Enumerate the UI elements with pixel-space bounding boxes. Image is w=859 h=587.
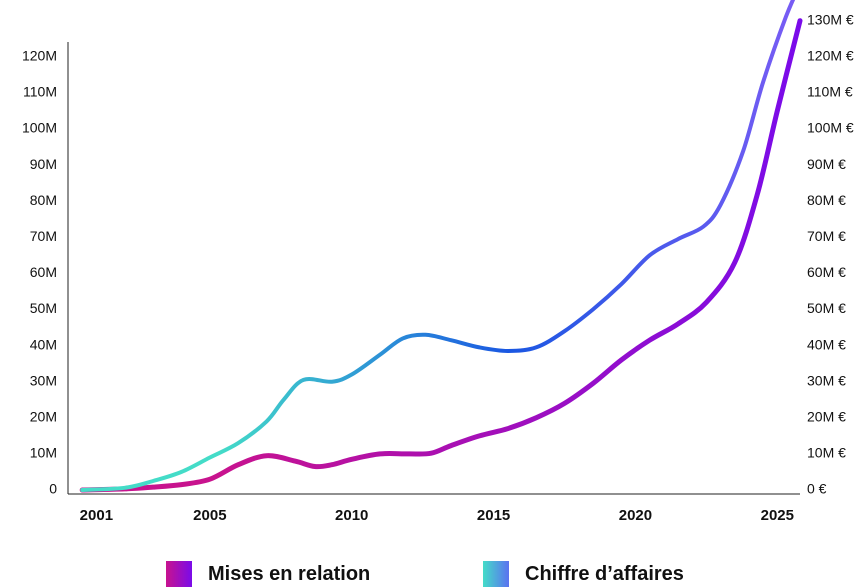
series-line-mises-en-relation	[79, 18, 803, 493]
series-line-chiffre-affaires	[80, 0, 796, 492]
x-tick-label: 2025	[761, 507, 794, 524]
right-y-tick-label: 10M €	[807, 445, 846, 461]
right-y-tick-label: 100M €	[807, 120, 854, 136]
chart-canvas: 0 10M 20M 30M 40M 50M 60M 70M 80M 90M 100M 110M 120M…	[22, 0, 854, 524]
left-y-tick-label: 30M	[30, 372, 57, 388]
right-y-tick-label: 110M €	[807, 84, 853, 100]
left-y-tick-label: 80M	[30, 192, 57, 208]
right-y-tick-label: 90M €	[807, 156, 846, 172]
left-y-tick-label: 90M	[30, 156, 57, 172]
left-y-tick-label: 10M	[30, 445, 57, 461]
legend-item-ca: Chiffre d’affaires	[483, 561, 684, 587]
legend-swatch-ca	[483, 561, 509, 587]
left-y-tick-label: 100M	[22, 120, 57, 136]
right-y-tick-label: 0 €	[807, 481, 827, 497]
series-layer	[79, 0, 803, 493]
right-y-tick-label: 120M €	[807, 48, 854, 64]
left-y-tick-label: 0	[49, 481, 57, 497]
left-y-tick-label: 40M	[30, 336, 57, 352]
left-y-tick-label: 20M	[30, 409, 57, 425]
left-y-tick-label: 120M	[22, 48, 57, 64]
legend-swatch-mises	[166, 561, 192, 587]
legend: Mises en relation Chiffre d’affaires	[0, 561, 859, 587]
x-tick-label: 2015	[477, 507, 510, 524]
right-y-tick-label: 60M €	[807, 264, 846, 280]
x-tick-label: 2020	[619, 507, 652, 524]
x-tick-label: 2001	[80, 507, 113, 524]
legend-item-mises: Mises en relation	[166, 561, 370, 587]
right-y-axis: 0 € 10M € 20M € 30M € 40M € 50M € 60M € 70M € 80…	[807, 11, 854, 496]
x-axis: 2001 2005 2010 2015 2020 2025	[80, 507, 794, 524]
right-y-tick-label: 130M €	[807, 11, 854, 27]
left-y-tick-label: 70M	[30, 228, 57, 244]
left-y-tick-label: 110M	[23, 84, 57, 100]
x-tick-label: 2010	[335, 507, 368, 524]
right-y-tick-label: 70M €	[807, 228, 846, 244]
x-tick-label: 2005	[193, 507, 226, 524]
legend-label-mises: Mises en relation	[208, 562, 371, 585]
legend-label-ca: Chiffre d’affaires	[525, 562, 684, 585]
right-y-tick-label: 30M €	[807, 372, 846, 388]
right-y-tick-label: 40M €	[807, 336, 846, 352]
left-y-tick-label: 50M	[30, 300, 57, 316]
right-y-tick-label: 50M €	[807, 300, 846, 316]
right-y-tick-label: 20M €	[807, 409, 846, 425]
left-y-tick-label: 60M	[30, 264, 57, 280]
left-y-axis: 0 10M 20M 30M 40M 50M 60M 70M 80M 90M 100M 110M 120M	[22, 48, 57, 497]
right-y-tick-label: 80M €	[807, 192, 846, 208]
